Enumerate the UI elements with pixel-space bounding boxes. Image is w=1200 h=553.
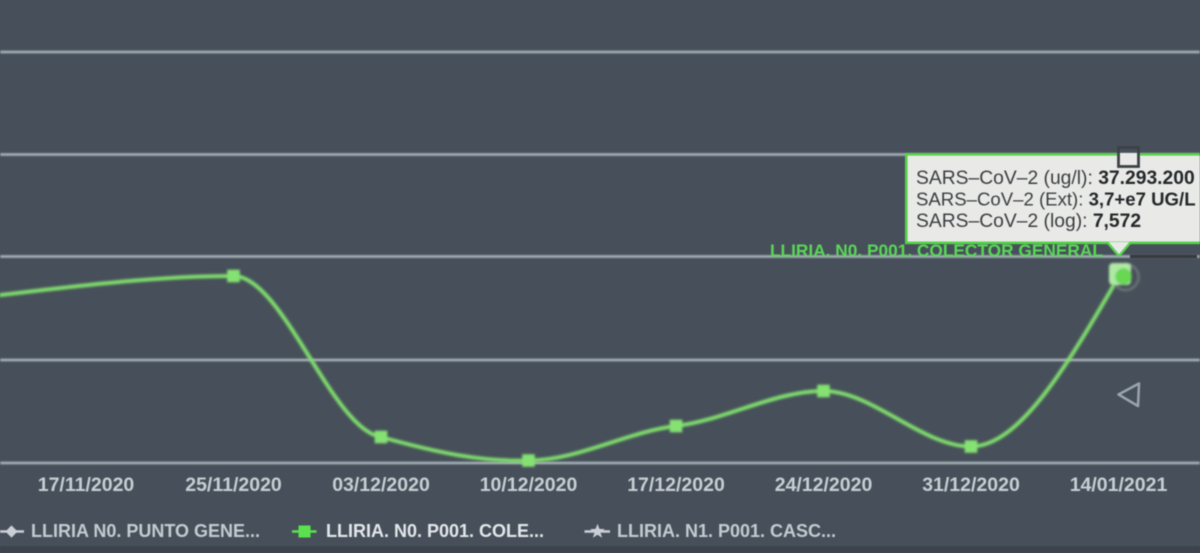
svg-text:SARS–CoV–2 (Ext): 3,7+e7 UG/L: SARS–CoV–2 (Ext): 3,7+e7 UG/L	[916, 189, 1196, 210]
svg-text:14/01/2021: 14/01/2021	[1070, 474, 1168, 496]
svg-text:03/12/2020: 03/12/2020	[332, 474, 430, 496]
svg-text:31/12/2020: 31/12/2020	[922, 474, 1020, 496]
svg-text:LLIRIA N0. PUNTO GENE...: LLIRIA N0. PUNTO GENE...	[31, 521, 260, 541]
svg-text:10/12/2020: 10/12/2020	[480, 474, 578, 496]
svg-text:SARS–CoV–2 (log): 7,572: SARS–CoV–2 (log): 7,572	[916, 211, 1141, 232]
svg-text:25/11/2020: 25/11/2020	[185, 474, 282, 496]
svg-text:LLIRIA. N0. P001. COLE...: LLIRIA. N0. P001. COLE...	[326, 521, 544, 541]
svg-text:24/12/2020: 24/12/2020	[775, 474, 873, 496]
svg-text:LLIRIA. N1. P001. CASC...: LLIRIA. N1. P001. CASC...	[617, 521, 836, 541]
svg-text:17/11/2020: 17/11/2020	[38, 474, 135, 496]
svg-text:17/12/2020: 17/12/2020	[627, 474, 725, 496]
svg-text:SARS–CoV–2 (ug/l): 37.293.200: SARS–CoV–2 (ug/l): 37.293.200	[916, 168, 1195, 189]
svg-text:LLIRIA. N0. P001. COLECTOR GEN: LLIRIA. N0. P001. COLECTOR GENERAL	[770, 241, 1103, 261]
